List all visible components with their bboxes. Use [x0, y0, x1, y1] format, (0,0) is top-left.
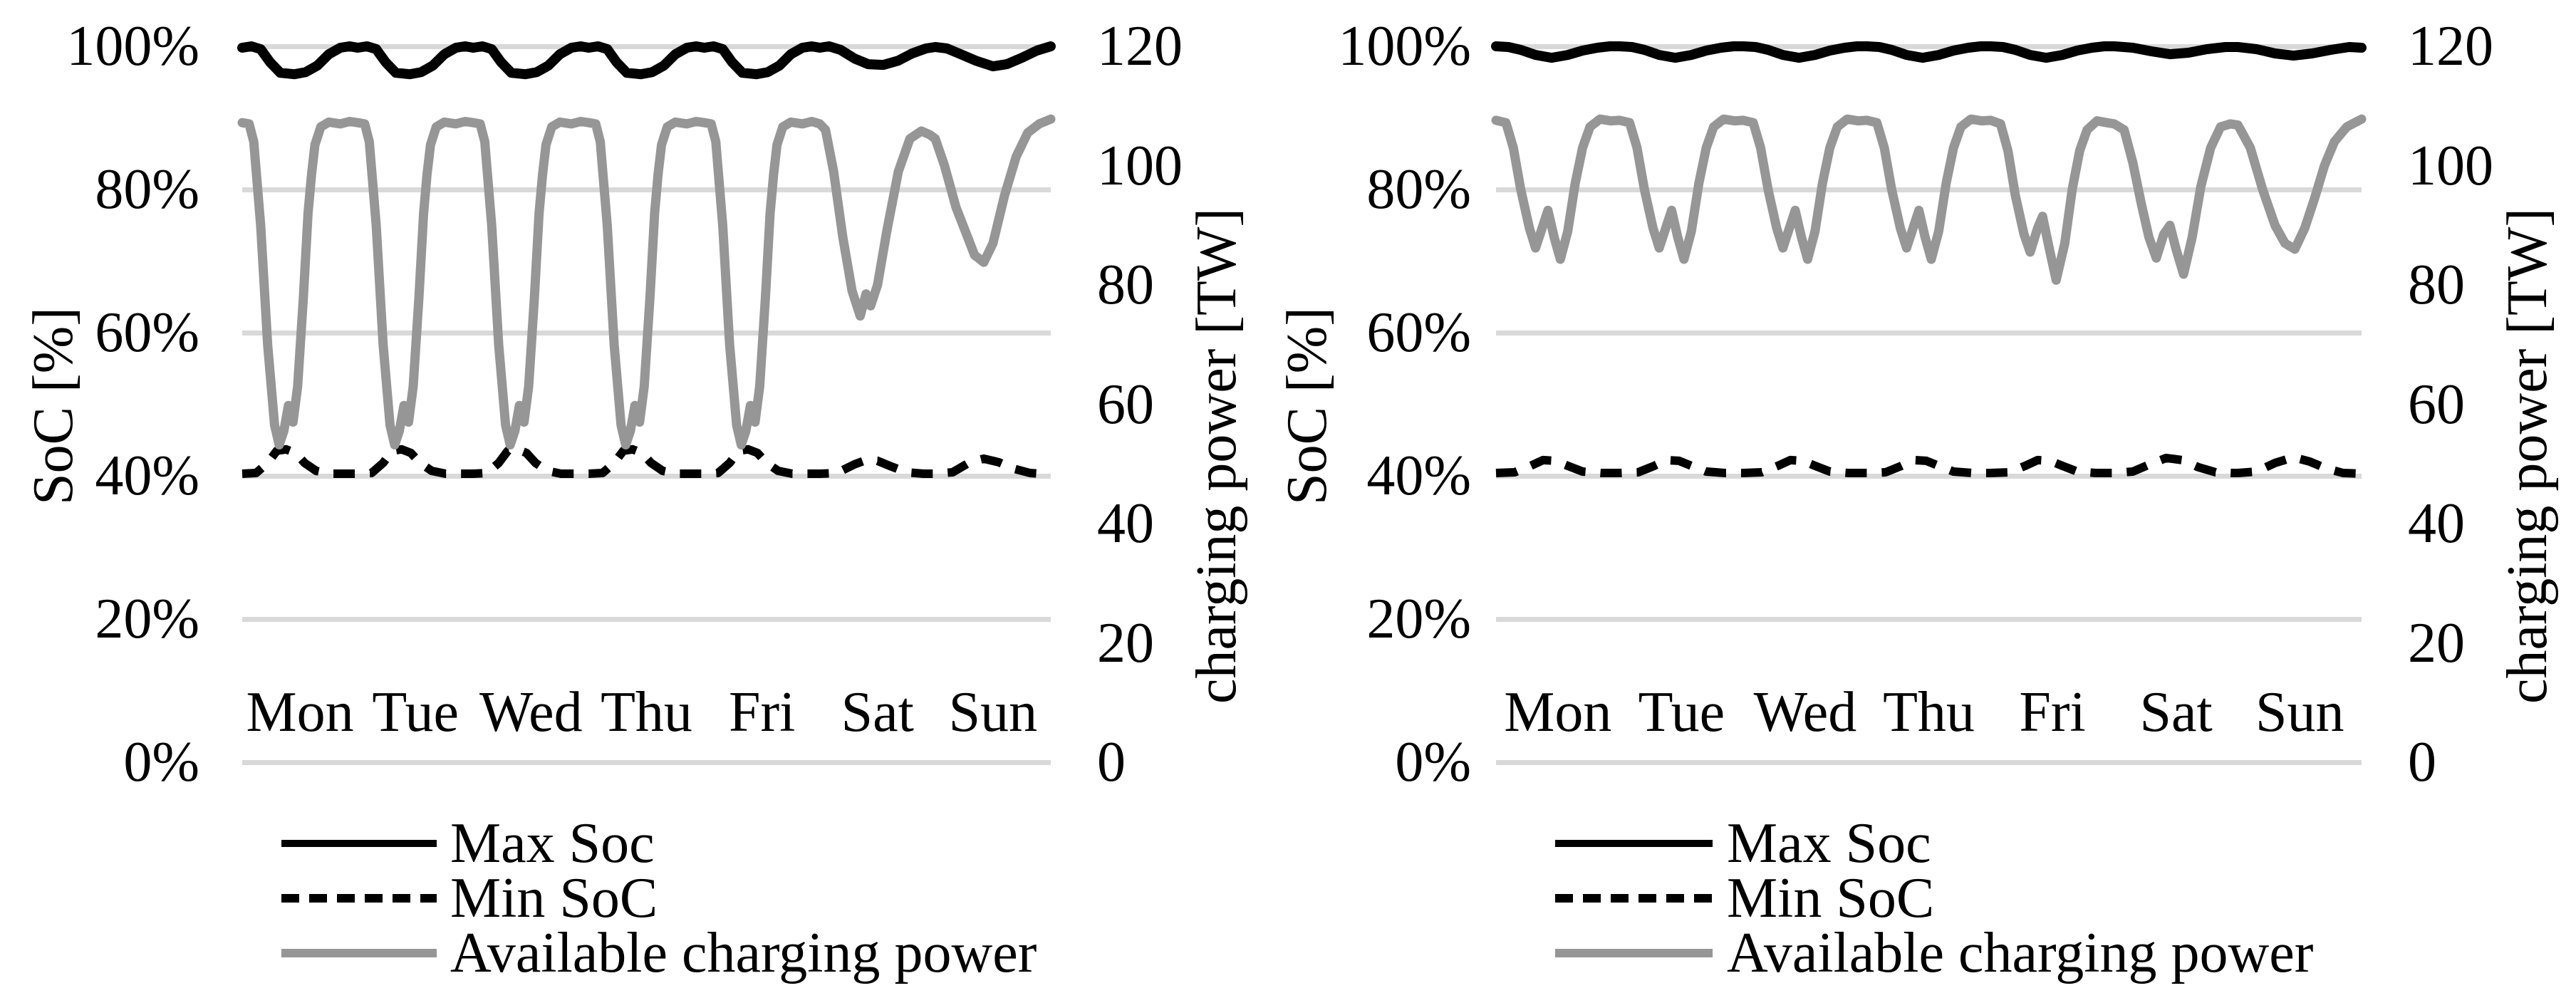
y-axis-tick-right: 0: [1097, 731, 1126, 794]
legend-line-swatch: [281, 949, 437, 957]
y-axis-tick-left: 60%: [1366, 301, 1471, 364]
x-day-label: Thu: [601, 681, 692, 744]
legend-label-available-charging-power: Available charging power: [1727, 922, 2314, 984]
y-axis-tick-right: 20: [2408, 611, 2465, 675]
y-axis-tick-left: 100%: [1338, 15, 1471, 78]
gridline: [1496, 759, 2362, 765]
y-axis-tick-right: 120: [2408, 15, 2493, 78]
gridline: [1496, 330, 2362, 336]
legend-label-max-soc: Max Soc: [1727, 812, 1931, 875]
y-axis-tick-left: 100%: [66, 15, 199, 78]
y-axis-tick-left: 20%: [1366, 588, 1471, 650]
y-axis-tick-right: 40: [2408, 492, 2465, 555]
gridline: [1496, 616, 2362, 622]
y-axis-tick-left: 20%: [95, 588, 199, 650]
legend-line-swatch: [1555, 840, 1713, 847]
legend-sample-min-soc: [281, 893, 437, 904]
legend-label-min-soc: Min SoC: [450, 867, 658, 930]
gridline: [242, 759, 1051, 765]
gridline: [1496, 187, 2362, 192]
legend-sample-max-soc: [1555, 838, 1713, 849]
series-line-available-charging-power: [1491, 114, 2367, 285]
y-axis-tick-right: 100: [1097, 134, 1183, 197]
x-day-label: Tue: [372, 681, 459, 744]
y-axis-tick-left: 80%: [95, 158, 199, 221]
gridline: [242, 616, 1051, 622]
y-axis-tick-left: 60%: [95, 301, 199, 364]
series-line-available-charging-power: [237, 114, 1056, 449]
y-axis-tick-left: 80%: [1366, 158, 1471, 221]
y-axis-tick-left: 0%: [123, 731, 199, 794]
gridline: [1496, 43, 2362, 49]
x-day-label: Sat: [841, 681, 914, 744]
x-day-label: Sun: [948, 681, 1038, 744]
legend-sample-max-soc: [281, 838, 437, 849]
gridline: [1496, 473, 2362, 479]
y-axis-tick-right: 60: [1097, 373, 1154, 436]
x-day-label: Fri: [728, 681, 796, 744]
x-day-label: Wed: [1753, 681, 1857, 744]
y-axis-tick-right: 120: [1097, 15, 1183, 78]
legend-label-max-soc: Max Soc: [450, 812, 655, 875]
x-day-label: Wed: [479, 681, 583, 744]
x-day-label: Tue: [1638, 681, 1725, 744]
x-day-label: Mon: [1504, 681, 1612, 744]
y-axis-tick-left: 0%: [1395, 731, 1471, 794]
y-axis-tick-right: 60: [2408, 373, 2465, 436]
y-axis-title-charging-power: charging power [TW]: [2496, 207, 2559, 705]
y-axis-tick-right: 20: [1097, 611, 1154, 675]
legend-sample-min-soc: [1555, 893, 1713, 904]
x-day-label: Thu: [1883, 681, 1975, 744]
y-axis-tick-right: 80: [1097, 254, 1154, 316]
series-line-max-soc: [1491, 41, 2367, 63]
x-day-label: Sat: [2139, 681, 2213, 744]
y-axis-tick-left: 40%: [95, 445, 199, 507]
series-line-min-soc: [242, 445, 1051, 479]
series-line-min-soc: [1495, 452, 2362, 478]
gridline: [242, 43, 1051, 49]
legend-label-available-charging-power: Available charging power: [450, 922, 1037, 984]
y-axis-tick-right: 80: [2408, 254, 2465, 316]
series-plot: [237, 41, 1056, 479]
legend-line-swatch: [1555, 949, 1713, 957]
y-axis-tick-left: 40%: [1366, 445, 1471, 507]
legend-sample-available-charging-power: [281, 947, 437, 959]
series-plot: [1491, 41, 2367, 478]
legend-sample-available-charging-power: [1555, 947, 1713, 959]
legend-label-min-soc: Min SoC: [1727, 867, 1935, 930]
y-axis-tick-right: 40: [1097, 492, 1154, 555]
legend-line-swatch: [281, 840, 437, 847]
x-day-label: Sun: [2255, 681, 2344, 744]
x-day-label: Mon: [246, 681, 354, 744]
y-axis-tick-right: 100: [2408, 134, 2493, 197]
gridline: [242, 473, 1051, 479]
gridline: [242, 187, 1051, 192]
y-axis-tick-right: 0: [2408, 731, 2436, 794]
series-line-max-soc: [237, 41, 1056, 80]
x-day-label: Fri: [2019, 681, 2086, 744]
